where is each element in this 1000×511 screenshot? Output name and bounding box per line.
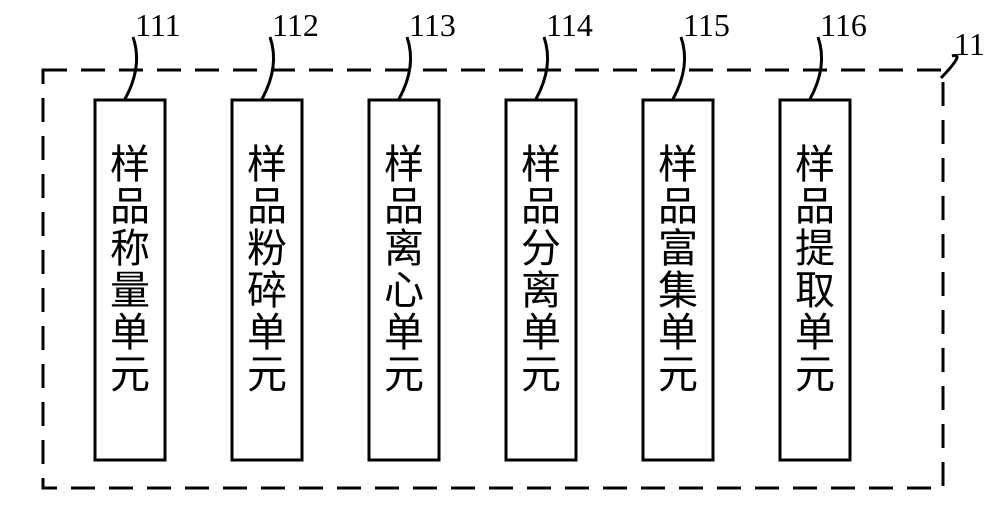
glyph: 品 xyxy=(795,186,835,228)
block-label-116: 116 xyxy=(820,9,867,41)
glyph: 取 xyxy=(795,270,835,312)
glyph: 提 xyxy=(795,228,835,270)
glyph: 元 xyxy=(795,354,835,396)
block-lead-116 xyxy=(810,37,822,99)
block-text-116: 样品提取单元 xyxy=(795,144,835,396)
glyph: 单 xyxy=(795,312,835,354)
block-116 xyxy=(0,0,1000,511)
glyph: 样 xyxy=(795,144,835,186)
